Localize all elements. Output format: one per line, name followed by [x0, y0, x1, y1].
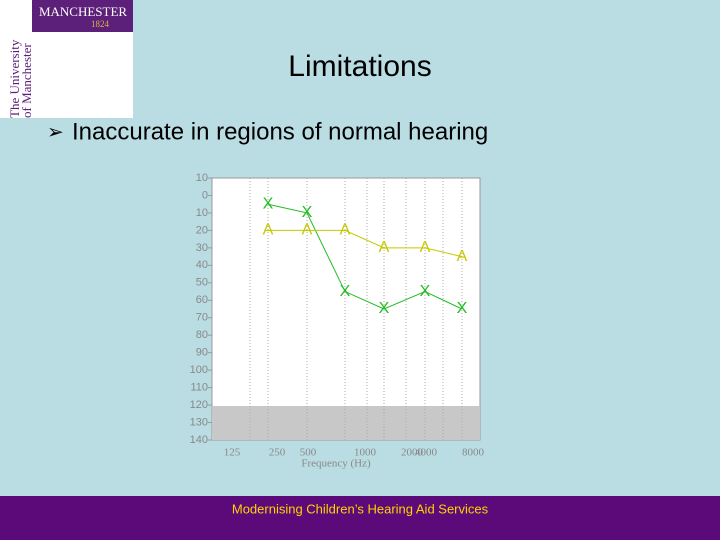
x-tick-label: 125: [224, 447, 241, 459]
footer-text: Modernising Children’s Hearing Aid Servi…: [232, 501, 489, 516]
x-tick-label: 1000: [354, 447, 377, 459]
data-marker: X: [340, 283, 351, 300]
x-tick-label: 4000: [415, 447, 438, 459]
x-tick-label: 250: [269, 447, 286, 459]
y-tick-label: 100: [190, 364, 208, 376]
y-tick-label: 120: [190, 399, 208, 411]
data-marker: A: [457, 248, 468, 265]
y-tick-label: 130: [190, 416, 208, 428]
y-tick-label: 40: [196, 259, 208, 271]
data-marker: A: [302, 222, 313, 239]
y-tick-label: 60: [196, 294, 208, 306]
logo-name: MANCHESTER: [39, 4, 127, 19]
y-tick-label: 50: [196, 277, 208, 289]
logo-year: 1824: [91, 19, 110, 29]
data-marker: X: [420, 283, 431, 300]
data-marker: X: [263, 195, 274, 212]
y-tick-label: 20: [196, 224, 208, 236]
x-tick-label: 8000: [462, 447, 485, 459]
data-marker: A: [340, 222, 351, 239]
slide-title: Limitations: [288, 50, 431, 83]
plot-area: [211, 177, 481, 441]
x-tick-label: 2000: [401, 447, 424, 459]
y-tick-label: 80: [196, 329, 208, 341]
logo-band: [32, 0, 133, 32]
data-marker: X: [379, 300, 390, 317]
footer-band: [0, 496, 720, 540]
y-tick-label: 30: [196, 242, 208, 254]
series-line: [268, 229, 463, 258]
shaded-region: [212, 406, 480, 440]
x-tick-label: 500: [300, 447, 317, 459]
bullet-arrow: ➢: [47, 121, 64, 143]
y-tick-label: 110: [190, 382, 208, 394]
x-axis-label: Frequency (Hz): [301, 458, 371, 470]
logo-university: of Manchester: [19, 43, 34, 118]
y-tick-label: 10: [196, 207, 208, 219]
y-tick-label: 70: [196, 312, 208, 324]
logo-university: The University: [7, 39, 22, 118]
data-marker: A: [263, 222, 274, 239]
series-line: [267, 203, 463, 310]
y-tick-label: 10: [196, 172, 208, 184]
y-tick-label: 0: [202, 189, 208, 201]
y-tick-label: 140: [190, 434, 208, 446]
data-marker: X: [457, 300, 468, 317]
y-tick-label: 90: [196, 347, 208, 359]
data-marker: X: [302, 204, 313, 221]
bullet-text: Inaccurate in regions of normal hearing: [72, 118, 488, 145]
data-marker: A: [420, 239, 431, 256]
data-marker: A: [379, 239, 390, 256]
